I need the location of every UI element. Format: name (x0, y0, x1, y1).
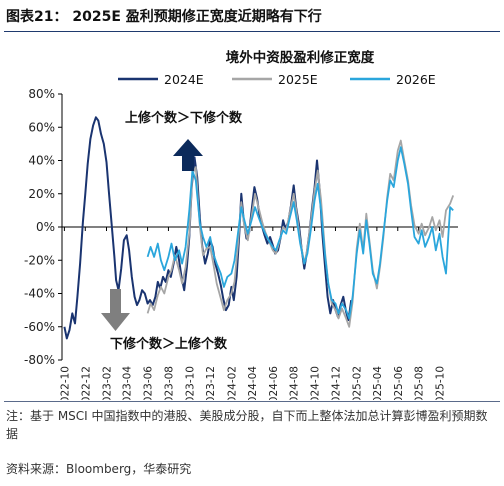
x-tick-label: 2024-10 (310, 366, 322, 400)
y-tick-label: -60% (24, 320, 55, 334)
y-tick-label: 40% (28, 154, 55, 168)
x-tick-label: 2025-04 (372, 366, 384, 400)
title-rule (4, 31, 500, 32)
series-lines (63, 116, 455, 340)
plot-area: 80%60%40%20%0%-20%-40%-60%-80% 2022-10 20… (24, 87, 458, 400)
x-tick-label: 2023-08 (163, 366, 175, 400)
series-line-2024e (63, 116, 353, 340)
chart-title: 境外中资股盈利修正宽度 (226, 49, 375, 66)
figure-source: 资料来源：Bloomberg，华泰研究 (6, 462, 192, 476)
x-tick-label: 2022-10 (59, 366, 71, 400)
y-ticks: 80% 60% 40% 20% 0% -20% -40% -60% -80% (24, 87, 62, 367)
y-tick-label: 80% (28, 87, 55, 101)
legend-label-2024e: 2024E (164, 72, 204, 87)
x-tick-label: 2023-06 (143, 366, 155, 400)
x-tick-label: 2023-02 (101, 366, 113, 400)
down-arrow-icon (101, 289, 130, 331)
x-tick-label: 2025-06 (393, 366, 405, 400)
legend: 2024E 2025E 2026E (118, 72, 436, 87)
y-tick-label: -20% (24, 253, 55, 267)
x-tick-label: 2025-08 (414, 366, 426, 400)
x-tick-label: 2025-10 (435, 366, 447, 400)
series-line-2026e (146, 146, 454, 320)
legend-label-2026e: 2026E (396, 72, 436, 87)
figure-note: 注：基于 MSCI 中国指数中的港股、美股成分股，自下而上整体法加总计算彭博盈利… (6, 409, 488, 441)
y-tick-label: 20% (28, 187, 55, 201)
bottom-rule (4, 401, 500, 402)
y-tick-label: -40% (24, 287, 55, 301)
figure-title: 图表21： 2025E 盈利预期修正宽度近期略有下行 (6, 9, 322, 25)
y-tick-label: -80% (24, 353, 55, 367)
x-tick-label: 2024-12 (330, 366, 342, 400)
y-tick-label: 60% (28, 120, 55, 134)
annotation-up-label: 上修个数＞下修个数 (125, 110, 243, 126)
x-ticks: 2022-10 2022-12 2023-02 2023-04 2023-06 2023-… (59, 227, 447, 400)
y-tick-label: 0% (36, 220, 55, 234)
x-tick-label: 2023-10 (184, 366, 196, 400)
x-tick-label: 2024-06 (268, 366, 280, 400)
up-arrow-icon (173, 139, 203, 171)
x-tick-label: 2024-02 (226, 366, 238, 400)
chart: 境外中资股盈利修正宽度 2024E 2025E 2026E 80% 60% 40% 20%… (24, 49, 458, 400)
x-tick-label: 2022-12 (80, 366, 92, 400)
x-tick-label: 2023-12 (205, 366, 217, 400)
x-tick-label: 2024-04 (247, 366, 259, 400)
annotation-up: 上修个数＞下修个数 (125, 110, 243, 171)
x-tick-label: 2023-04 (122, 366, 134, 400)
annotation-down: 下修个数＞上修个数 (101, 289, 228, 352)
annotation-down-label: 下修个数＞上修个数 (110, 336, 228, 352)
x-tick-label: 2024-08 (289, 366, 301, 400)
x-tick-label: 2025-02 (352, 366, 364, 400)
legend-label-2025e: 2025E (278, 72, 318, 87)
